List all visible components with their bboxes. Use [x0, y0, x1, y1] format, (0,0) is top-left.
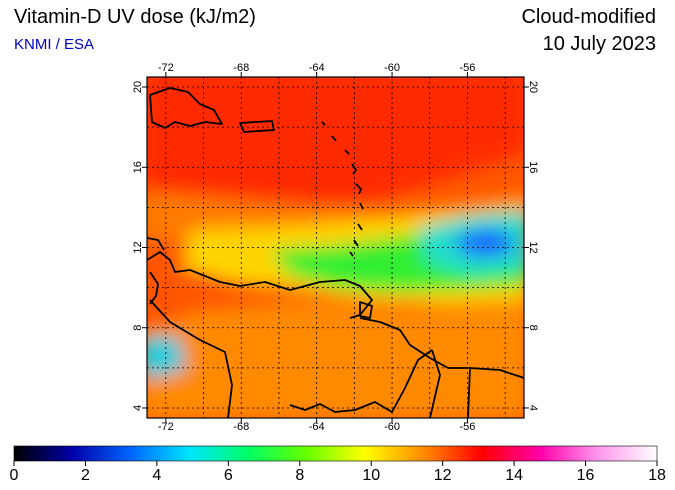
- colorbar-tick-label: 18: [648, 467, 666, 484]
- colorbar-tick-label: 14: [505, 467, 523, 484]
- trinidad-coast: [359, 301, 373, 319]
- lat-label-right: 4: [527, 405, 539, 411]
- lat-label-right: 12: [527, 241, 539, 253]
- credit-label: KNMI / ESA: [14, 36, 95, 53]
- colorbar: [13, 445, 658, 462]
- west-coast-cyan: [147, 335, 185, 378]
- date-label: 10 July 2023: [542, 33, 656, 55]
- colombia-border: [149, 299, 233, 418]
- lon-label-bottom: -68: [233, 421, 249, 433]
- lon-label-top: -60: [384, 62, 400, 74]
- lon-label-top: -68: [233, 62, 249, 74]
- lon-label-top: -56: [459, 62, 475, 74]
- lat-label-left: 8: [132, 325, 144, 331]
- cloud-core-blue: [455, 228, 515, 258]
- puerto-rico-coast: [239, 120, 275, 133]
- colorbar-tick-label: 0: [10, 467, 19, 484]
- map-title: Vitamin-D UV dose (kJ/m2): [14, 6, 256, 28]
- lat-label-right: 16: [527, 161, 539, 173]
- guyana-suriname-border: [429, 349, 471, 418]
- lon-label-top: -72: [158, 62, 174, 74]
- lon-label-bottom: -72: [158, 421, 174, 433]
- lat-label-right: 20: [527, 81, 539, 93]
- colorbar-tick-label: 2: [81, 467, 90, 484]
- lesser-antilles-islands: [321, 121, 364, 257]
- colorbar-tick-label: 4: [152, 467, 161, 484]
- maracaibo-basin: [149, 271, 159, 305]
- colorbar-tick-label: 8: [295, 467, 304, 484]
- lat-label-left: 12: [132, 241, 144, 253]
- venezuela-south-border: [289, 349, 433, 413]
- product-label: Cloud-modified: [521, 6, 656, 28]
- lon-label-bottom: -56: [459, 421, 475, 433]
- colorbar-tick-label: 6: [224, 467, 233, 484]
- graticule: [147, 77, 524, 418]
- lon-label-top: -64: [309, 62, 325, 74]
- lon-labels-top: -72 -68 -64 -60 -56: [158, 62, 476, 74]
- colorbar-tick-label: 10: [362, 467, 380, 484]
- lon-label-bottom: -64: [309, 421, 325, 433]
- lat-labels-right: 4 8 12 16 20: [527, 81, 539, 411]
- lat-label-left: 4: [132, 405, 144, 411]
- colorbar-ticks: 0 2 4 6 8 10 12 14 16 18: [10, 461, 666, 484]
- lat-label-right: 8: [527, 325, 539, 331]
- colorbar-tick-label: 12: [434, 467, 452, 484]
- south-land-orange: [147, 300, 524, 418]
- lat-label-left: 16: [132, 161, 144, 173]
- colorbar-tick-label: 16: [577, 467, 595, 484]
- lon-label-bottom: -60: [384, 421, 400, 433]
- frame-ticks: [142, 72, 529, 423]
- lon-labels-bottom: -72 -68 -64 -60 -56: [158, 421, 476, 433]
- venezuela-north-coast: [147, 251, 373, 319]
- lat-label-left: 20: [132, 81, 144, 93]
- lat-labels-left: 4 8 12 16 20: [132, 81, 144, 411]
- colombia-caribbean-coast: [147, 237, 165, 251]
